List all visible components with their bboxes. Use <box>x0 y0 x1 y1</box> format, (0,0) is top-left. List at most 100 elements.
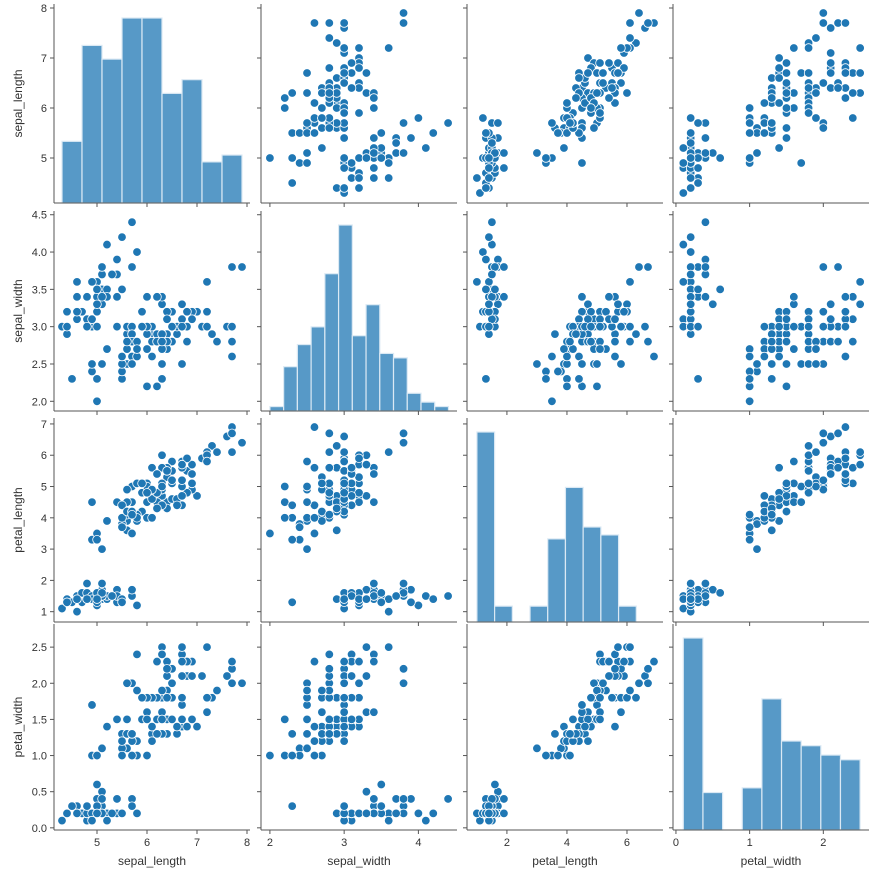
scatter-point <box>237 262 247 272</box>
scatter-point <box>607 83 617 93</box>
scatter-point <box>182 721 192 732</box>
scatter-point <box>187 314 197 324</box>
scatter-point <box>82 321 92 332</box>
y-tick-label: 2.5 <box>32 642 47 654</box>
scatter-point <box>595 714 605 725</box>
scatter-point <box>192 721 202 732</box>
scatter-point <box>122 336 132 347</box>
scatter-point <box>346 463 357 473</box>
scatter-point <box>369 497 379 507</box>
y-tick-label: 3.0 <box>32 322 47 334</box>
histogram-bar <box>201 161 223 204</box>
scatter-point <box>317 685 327 696</box>
scatter-point <box>132 344 142 354</box>
scatter-point <box>324 509 335 520</box>
scatter-point <box>346 671 357 681</box>
scatter-point <box>157 685 167 696</box>
scatter-point <box>604 93 614 103</box>
scatter-point <box>127 359 137 369</box>
scatter-point <box>532 359 542 369</box>
scatter-point <box>811 113 821 123</box>
scatter-point <box>361 671 372 681</box>
scatter-point <box>818 475 829 485</box>
scatter-point <box>332 38 342 48</box>
scatter-point <box>406 133 416 143</box>
scatter-point <box>122 714 132 725</box>
scatter-point <box>428 128 438 138</box>
scatter-point <box>147 351 157 362</box>
scatter-point <box>147 736 157 746</box>
scatter-point <box>132 600 142 611</box>
scatter-point <box>649 351 659 362</box>
scatter-point <box>97 359 107 369</box>
scatter-point <box>781 478 792 489</box>
scatter-point <box>187 671 197 681</box>
scatter-point <box>610 351 620 362</box>
x-tick-label: 5 <box>94 837 100 849</box>
scatter-point <box>82 292 92 302</box>
scatter-point <box>811 359 821 369</box>
scatter-point <box>361 786 372 797</box>
scatter-point <box>428 594 438 604</box>
scatter-point <box>685 232 696 242</box>
scatter-point <box>586 336 596 347</box>
histogram-bar <box>476 431 496 623</box>
scatter-point <box>577 700 587 710</box>
scatter-point <box>598 78 608 88</box>
scatter-point <box>339 108 349 118</box>
scatter-point <box>625 33 635 43</box>
scatter-point <box>484 321 494 332</box>
scatter-point <box>117 500 127 510</box>
scatter-point <box>840 93 851 103</box>
scatter-point <box>202 642 212 652</box>
scatter-point <box>339 447 349 457</box>
scatter-point <box>207 441 217 451</box>
scatter-point <box>610 98 620 108</box>
scatter-point <box>287 535 297 545</box>
histogram-bar <box>221 154 243 204</box>
scatter-point <box>117 750 127 761</box>
scatter-point <box>685 247 696 257</box>
histogram-bar <box>337 224 353 412</box>
scatter-point <box>237 438 247 448</box>
panel-petal_length-vs-petal_width <box>669 418 869 626</box>
scatter-point <box>562 381 572 392</box>
histogram-bar <box>121 17 143 204</box>
scatter-point <box>767 374 777 384</box>
scatter-point <box>700 148 711 158</box>
scatter-point <box>142 750 152 761</box>
histogram-bar <box>600 534 620 623</box>
scatter-point <box>789 43 799 53</box>
scatter-point <box>265 750 275 761</box>
scatter-point <box>685 173 696 183</box>
scatter-point <box>398 794 409 804</box>
scatter-point <box>287 750 297 761</box>
scatter-point <box>421 815 431 826</box>
scatter-point <box>781 58 792 68</box>
scatter-point <box>693 118 703 128</box>
scatter-point <box>774 351 784 362</box>
scatter-point <box>634 8 644 18</box>
scatter-point <box>604 58 614 68</box>
scatter-point <box>317 103 327 113</box>
scatter-point <box>287 153 297 163</box>
scatter-point <box>700 217 711 227</box>
x-axis-label: petal_width <box>741 854 802 868</box>
scatter-point <box>781 336 792 347</box>
scatter-point <box>369 163 379 173</box>
scatter-point <box>102 239 112 250</box>
scatter-point <box>685 299 696 309</box>
scatter-point <box>117 513 127 523</box>
scatter-point <box>92 808 102 819</box>
scatter-point <box>499 148 509 158</box>
scatter-point <box>167 456 177 467</box>
scatter-point <box>346 58 357 68</box>
panel-sepal_length-vs-sepal_length: 5 6 7 8 sepal_length <box>11 3 250 207</box>
scatter-point <box>82 801 92 811</box>
scatter-point <box>553 128 563 138</box>
scatter-point <box>167 714 177 725</box>
scatter-point <box>309 422 320 432</box>
scatter-point <box>152 381 162 392</box>
y-tick-label: 4.5 <box>32 210 47 222</box>
scatter-point <box>147 513 157 523</box>
